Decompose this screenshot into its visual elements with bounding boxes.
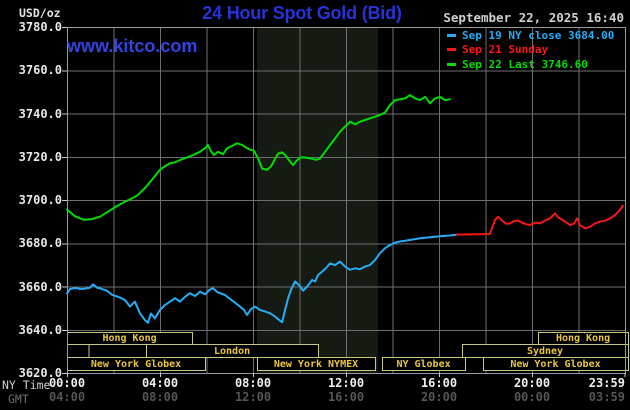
legend-row: Sep 21 Sunday: [447, 43, 614, 58]
session-label: New York NYMEX: [274, 359, 358, 370]
ny-time-label: 16:00: [420, 376, 458, 390]
y-axis-units-label: USD/oz: [19, 6, 61, 20]
y-axis-label: 3700.0: [18, 193, 62, 207]
session-label: Hong Kong: [556, 333, 610, 344]
legend-label: Sep 21 Sunday: [462, 43, 549, 57]
session-box: [146, 344, 320, 358]
gmt-time-label: 00:00: [513, 390, 551, 404]
legend-row: Sep 22 Last 3746.60: [447, 57, 614, 72]
ny-time-label: 23:59: [588, 376, 625, 390]
gmt-time-label: 16:00: [327, 390, 365, 404]
session-label: NY Globex: [396, 359, 450, 370]
price-line-sep22: [66, 94, 451, 221]
y-axis-label: 3680.0: [18, 236, 62, 251]
session-label: Sydney: [527, 346, 563, 357]
legend: Sep 19 NY close 3684.00 Sep 21 Sunday Sep …: [447, 28, 614, 72]
y-axis-label: 3780.0: [18, 20, 62, 34]
y-axis-label: 3660.0: [18, 279, 62, 294]
session-label: New York Globex: [91, 359, 181, 370]
ny-time-axis-caption: NY Time: [2, 378, 51, 392]
chart-timestamp: September 22, 2025 16:40: [443, 10, 624, 25]
legend-row: Sep 19 NY close 3684.00: [447, 28, 614, 43]
session-box: [88, 344, 148, 358]
y-axis-label: 3720.0: [18, 149, 62, 164]
price-line-sep19: [66, 233, 458, 324]
ny-time-label: 12:00: [327, 376, 365, 390]
gmt-time-label: 08:00: [141, 390, 179, 404]
y-axis-label: 3620.0: [18, 366, 62, 380]
session-label: London: [214, 346, 250, 357]
legend-label: Sep 22 Last 3746.60: [462, 57, 588, 71]
session-label: New York Globex: [510, 359, 600, 370]
session-box: [256, 357, 377, 371]
gmt-time-label: 03:59: [588, 390, 625, 404]
gmt-time-label: 04:00: [48, 390, 86, 404]
legend-dash-icon: [447, 33, 456, 37]
y-axis-label: 3760.0: [18, 63, 62, 78]
legend-dash-icon: [447, 62, 456, 66]
session-box: [67, 344, 90, 358]
gmt-axis-caption: GMT: [8, 391, 29, 406]
ny-time-label: 04:00: [141, 376, 179, 390]
ny-time-label: 20:00: [513, 376, 551, 390]
gmt-time-label: 12:00: [234, 390, 272, 404]
session-box: [482, 357, 630, 371]
ny-time-label: 00:00: [48, 376, 86, 390]
y-axis-label: 3740.0: [18, 106, 62, 121]
legend-dash-icon: [447, 48, 456, 52]
session-box: [382, 357, 467, 371]
gmt-time-label: 20:00: [420, 390, 458, 404]
kitco-watermark: www.kitco.com: [67, 36, 198, 56]
price-line-sep21: [455, 204, 624, 236]
legend-label: Sep 19 NY close 3684.00: [462, 28, 615, 42]
y-axis-label: 3640.0: [18, 322, 62, 337]
session-label: Hong Kong: [102, 333, 156, 344]
ny-time-label: 08:00: [234, 376, 272, 390]
chart-title: 24 Hour Spot Gold (Bid): [202, 3, 402, 23]
